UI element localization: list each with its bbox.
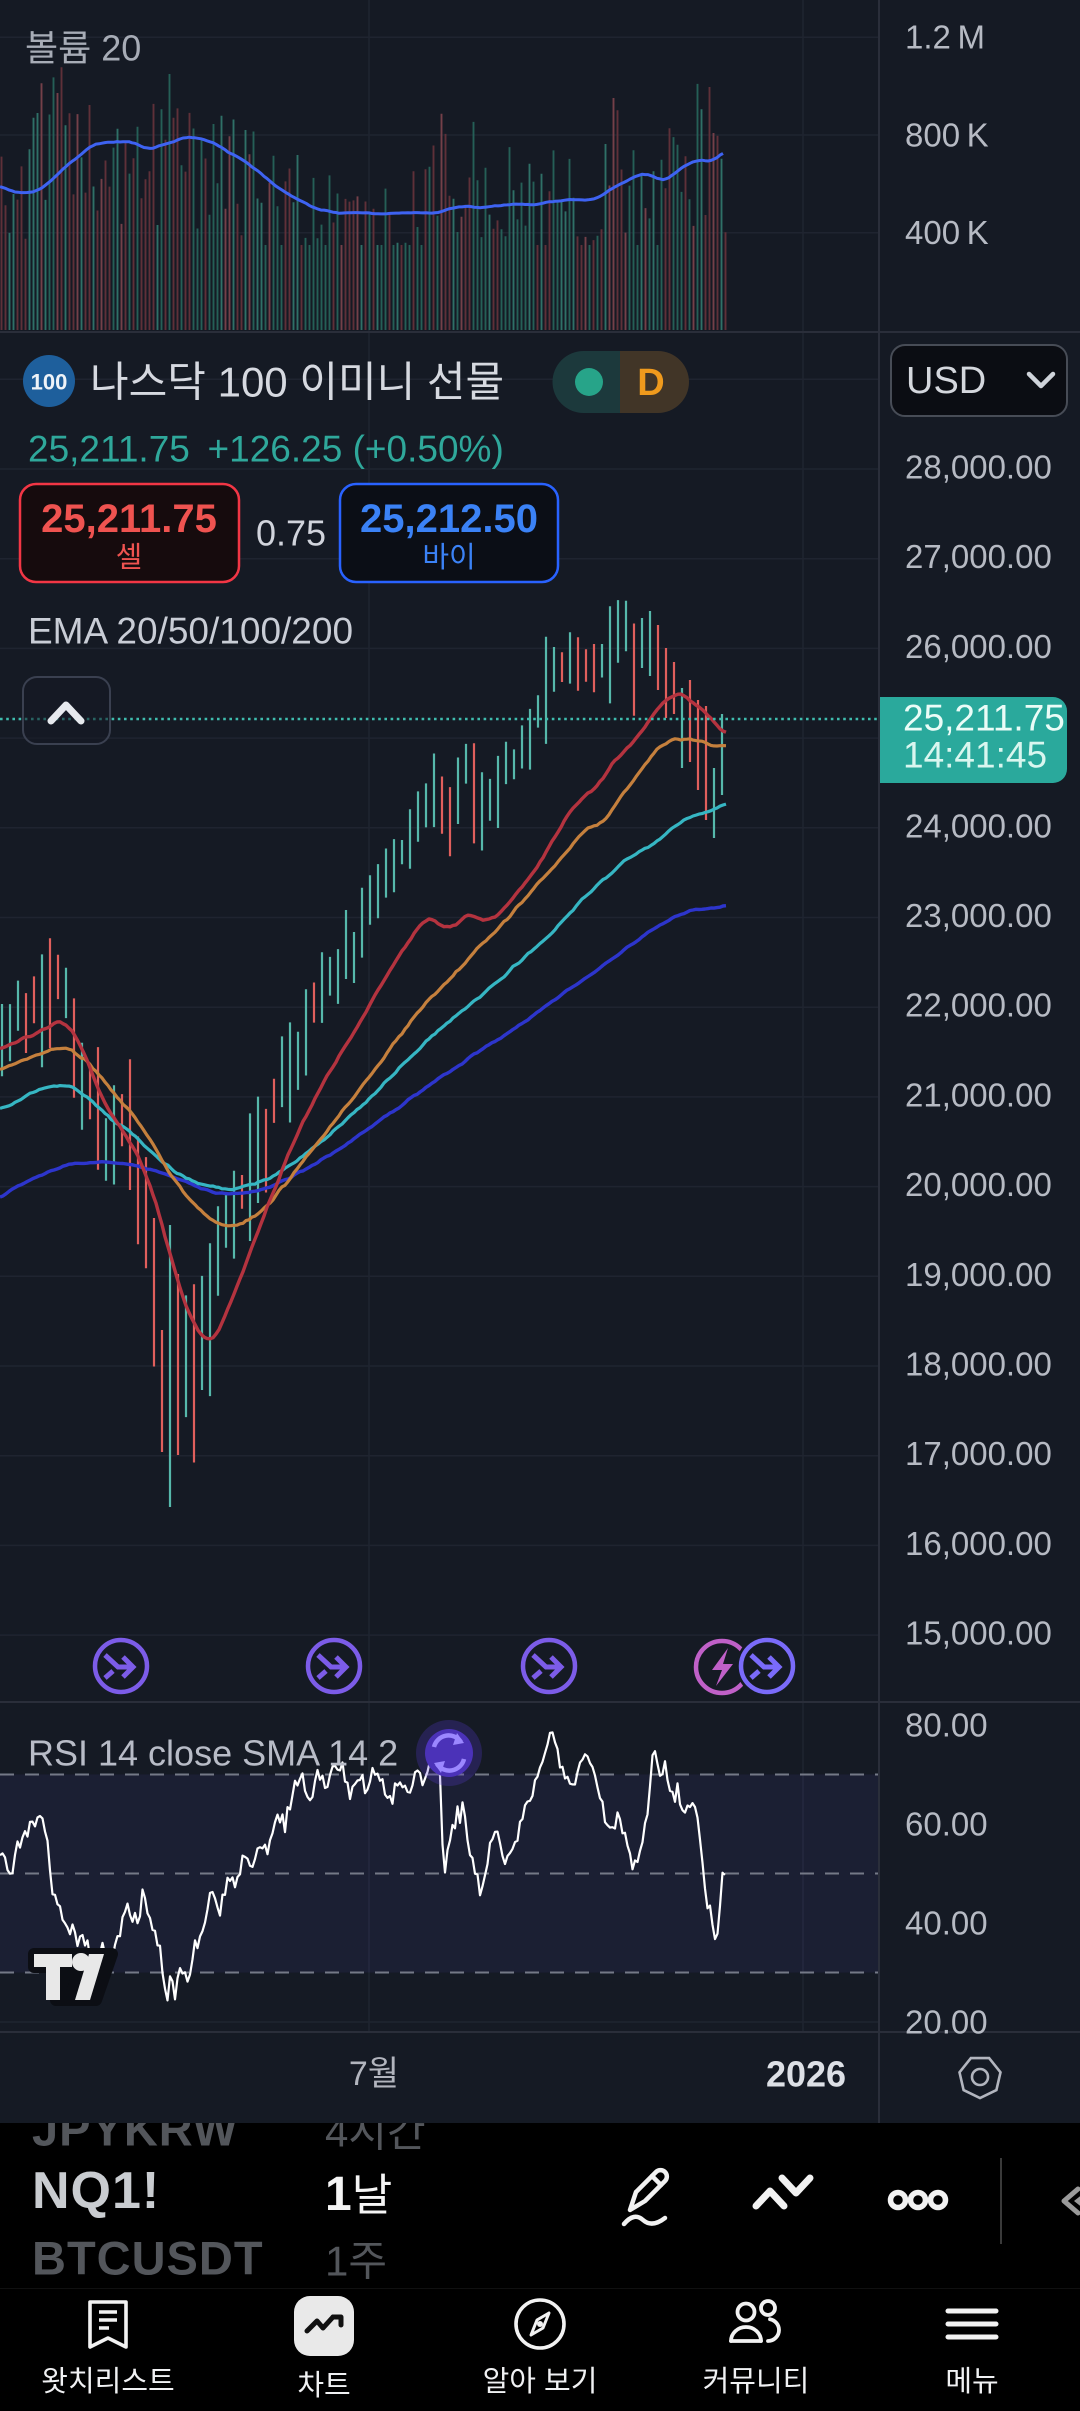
svg-text:USD: USD [906, 360, 986, 402]
svg-text:20.00: 20.00 [905, 2004, 988, 2041]
svg-text:25,211.75 +126.25 (+0.50%): 25,211.75 +126.25 (+0.50%) [28, 429, 504, 470]
svg-text:27,000.00: 27,000.00 [905, 538, 1052, 575]
svg-text:28,000.00: 28,000.00 [905, 449, 1052, 486]
svg-text:0.75: 0.75 [256, 513, 326, 554]
svg-text:25,211.75: 25,211.75 [41, 497, 217, 541]
svg-text:23,000.00: 23,000.00 [905, 897, 1052, 934]
svg-text:바이: 바이 [422, 542, 475, 574]
svg-text:볼륨 20: 볼륨 20 [25, 28, 141, 69]
svg-text:60.00: 60.00 [905, 1806, 988, 1843]
svg-text:800 K: 800 K [905, 116, 989, 153]
svg-text:나스닥 100 이미니 선물: 나스닥 100 이미니 선물 [90, 359, 504, 406]
svg-text:400 K: 400 K [905, 214, 989, 251]
svg-text:25,212.50: 25,212.50 [360, 497, 538, 541]
svg-text:25,211.75: 25,211.75 [903, 698, 1065, 739]
svg-text:15,000.00: 15,000.00 [905, 1615, 1052, 1652]
svg-text:19,000.00: 19,000.00 [905, 1256, 1052, 1293]
svg-text:16,000.00: 16,000.00 [905, 1525, 1052, 1562]
svg-text:2026: 2026 [766, 2054, 846, 2095]
svg-text:17,000.00: 17,000.00 [905, 1435, 1052, 1472]
svg-text:20,000.00: 20,000.00 [905, 1166, 1052, 1203]
svg-text:1.2 M: 1.2 M [905, 19, 985, 56]
svg-text:40.00: 40.00 [905, 1905, 988, 1942]
svg-text:24,000.00: 24,000.00 [905, 807, 1052, 844]
svg-text:26,000.00: 26,000.00 [905, 628, 1052, 665]
svg-text:22,000.00: 22,000.00 [905, 987, 1052, 1024]
svg-text:RSI 14 close SMA 14 2: RSI 14 close SMA 14 2 [28, 1733, 398, 1774]
svg-text:18,000.00: 18,000.00 [905, 1346, 1052, 1383]
svg-text:EMA 20/50/100/200: EMA 20/50/100/200 [28, 611, 353, 652]
svg-text:80.00: 80.00 [905, 1707, 988, 1744]
svg-text:21,000.00: 21,000.00 [905, 1076, 1052, 1113]
svg-text:100: 100 [31, 370, 68, 395]
svg-text:7월: 7월 [349, 2055, 399, 2093]
svg-text:14:41:45: 14:41:45 [903, 735, 1047, 776]
svg-text:셀: 셀 [116, 542, 143, 574]
svg-text:D: D [637, 362, 664, 404]
